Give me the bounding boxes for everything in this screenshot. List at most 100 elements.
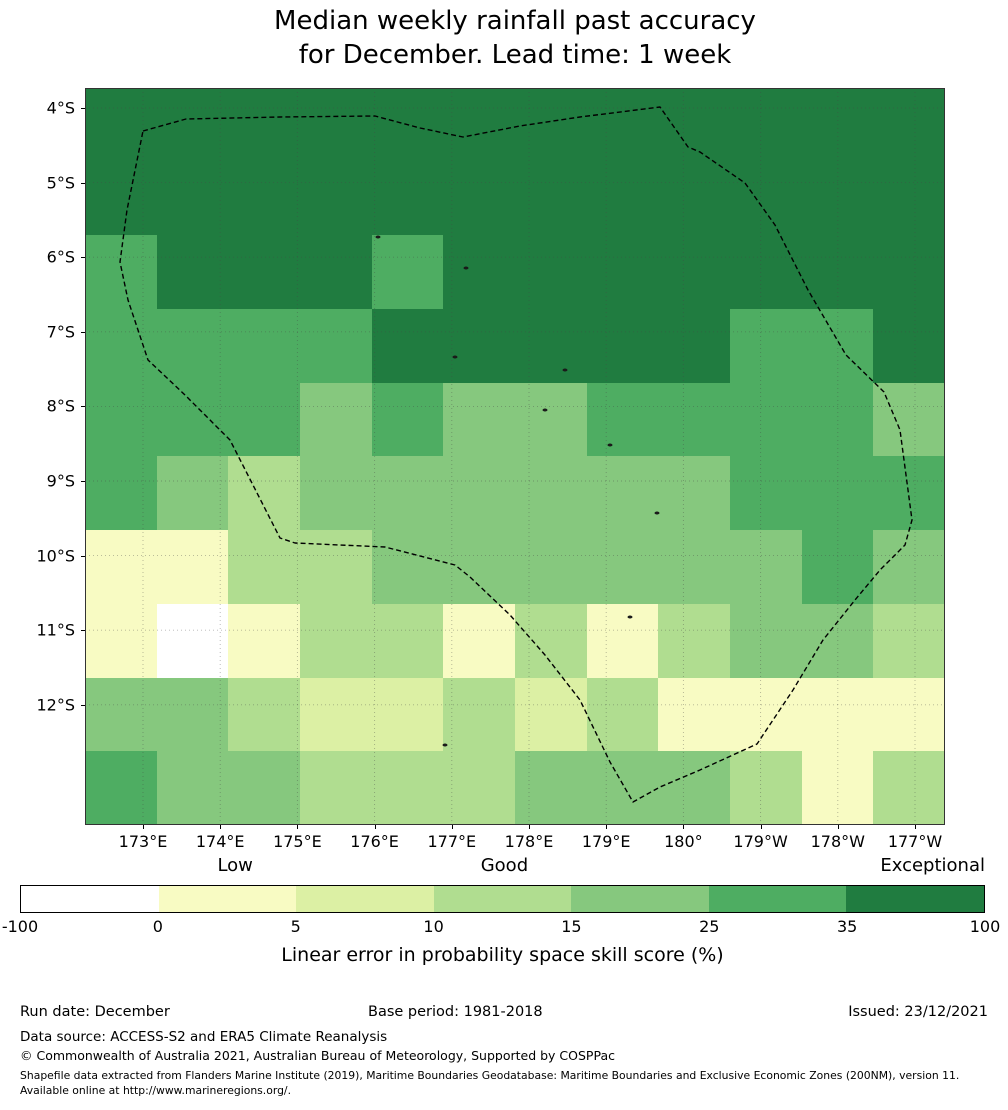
x-tick-label: 174°E xyxy=(195,832,245,851)
heatmap-cell xyxy=(514,677,587,752)
heatmap-cell xyxy=(658,456,730,531)
heatmap-cell xyxy=(85,382,157,457)
heatmap-cell xyxy=(873,530,945,604)
heatmap-cell xyxy=(514,309,587,383)
y-tick-mark xyxy=(81,108,85,109)
heatmap-cell xyxy=(85,456,157,531)
heatmap-cell xyxy=(658,751,730,825)
x-tick-label: 173°E xyxy=(118,832,168,851)
heatmap-cell xyxy=(658,309,730,383)
x-tick-label: 177°W xyxy=(887,832,943,851)
footer-run-date: Run date: December xyxy=(20,1004,170,1020)
y-tick-label: 9°S xyxy=(46,471,75,491)
heatmap-cell xyxy=(371,235,444,310)
heatmap-cell xyxy=(85,309,157,383)
x-tick-label: 179°E xyxy=(581,832,631,851)
heatmap-cell xyxy=(801,530,874,604)
y-tick-label: 6°S xyxy=(46,247,75,267)
heatmap-cell xyxy=(156,88,229,162)
heatmap-cell xyxy=(658,530,730,604)
heatmap-cell xyxy=(443,88,515,162)
heatmap-cell xyxy=(299,456,372,531)
heatmap-cell xyxy=(586,88,659,162)
heatmap-cell xyxy=(514,456,587,531)
heatmap-cell xyxy=(514,235,587,310)
heatmap-cell xyxy=(371,88,444,162)
heatmap-cell xyxy=(156,382,229,457)
heatmap-cell xyxy=(371,456,444,531)
heatmap-cell xyxy=(586,751,659,825)
colorbar-tick-label: 100 xyxy=(969,917,1001,936)
heatmap-cell xyxy=(729,603,802,678)
heatmap-cell xyxy=(801,456,874,531)
colorbar-segment xyxy=(21,886,159,912)
heatmap-cell xyxy=(228,382,300,457)
x-tick-mark xyxy=(529,825,530,829)
y-tick-mark xyxy=(81,331,85,333)
y-tick-label: 8°S xyxy=(46,396,75,416)
heatmap-cell xyxy=(443,530,515,604)
heatmap-cell xyxy=(156,603,229,678)
x-tick-label: 178°E xyxy=(504,832,554,851)
colorbar xyxy=(20,885,985,913)
heatmap-cell xyxy=(586,235,659,310)
heatmap-cell xyxy=(228,751,300,825)
heatmap-cell xyxy=(443,235,515,310)
footer-shapefile-attribution: Shapefile data extracted from Flanders M… xyxy=(20,1069,960,1098)
colorbar-segment xyxy=(846,886,985,912)
heatmap-cell xyxy=(586,677,659,752)
heatmap-cell xyxy=(514,603,587,678)
heatmap-cell xyxy=(801,382,874,457)
x-tick-label: 179°W xyxy=(733,832,788,851)
heatmap-cell xyxy=(228,603,300,678)
heatmap-cell xyxy=(873,677,945,752)
heatmap-cell xyxy=(729,751,802,825)
heatmap-cell xyxy=(85,88,157,162)
heatmap-cell xyxy=(658,603,730,678)
heatmap-cell xyxy=(85,530,157,604)
colorbar-tick-label: 35 xyxy=(836,917,858,936)
y-tick-mark xyxy=(81,406,85,408)
heatmap-cell xyxy=(156,235,229,310)
heatmap-cell xyxy=(514,161,587,236)
colorbar-segment xyxy=(296,886,434,912)
heatmap-cell xyxy=(873,382,945,457)
heatmap-cell xyxy=(443,161,515,236)
heatmap-cell xyxy=(443,309,515,383)
heatmap-cell xyxy=(801,161,874,236)
footer-base-period: Base period: 1981-2018 xyxy=(368,1004,543,1020)
heatmap-cell xyxy=(299,603,372,678)
heatmap-cell xyxy=(299,309,372,383)
x-tick-mark xyxy=(915,825,916,829)
heatmap-cell xyxy=(873,456,945,531)
x-tick-label: 175°E xyxy=(273,832,322,851)
heatmap-cell xyxy=(371,530,444,604)
heatmap-grid xyxy=(85,88,945,825)
colorbar-segment xyxy=(433,886,572,912)
y-tick-label: 5°S xyxy=(46,173,75,193)
heatmap-cell xyxy=(228,88,300,162)
heatmap-cell xyxy=(371,751,444,825)
chart-title-line1: Median weekly rainfall past accuracy xyxy=(274,6,756,36)
heatmap-cell xyxy=(443,456,515,531)
x-tick-mark xyxy=(837,825,839,829)
heatmap-cell xyxy=(801,309,874,383)
heatmap-cell xyxy=(658,235,730,310)
heatmap-cell xyxy=(586,309,659,383)
heatmap-cell xyxy=(658,677,730,752)
heatmap-cell xyxy=(514,751,587,825)
footer-data-source: Data source: ACCESS-S2 and ERA5 Climate … xyxy=(20,1029,388,1045)
heatmap-cell xyxy=(586,603,659,678)
y-tick-mark xyxy=(81,182,85,184)
x-tick-mark xyxy=(297,825,299,829)
heatmap-cell xyxy=(299,751,372,825)
heatmap-cell xyxy=(443,603,515,678)
colorbar-tick-label: 25 xyxy=(699,917,720,936)
footer-issued-date: Issued: 23/12/2021 xyxy=(848,1004,988,1020)
heatmap-cell xyxy=(371,161,444,236)
heatmap-cell xyxy=(801,235,874,310)
x-tick-mark xyxy=(451,825,453,829)
y-tick-mark xyxy=(81,257,85,259)
heatmap-cell xyxy=(228,235,300,310)
heatmap-cell xyxy=(729,530,802,604)
